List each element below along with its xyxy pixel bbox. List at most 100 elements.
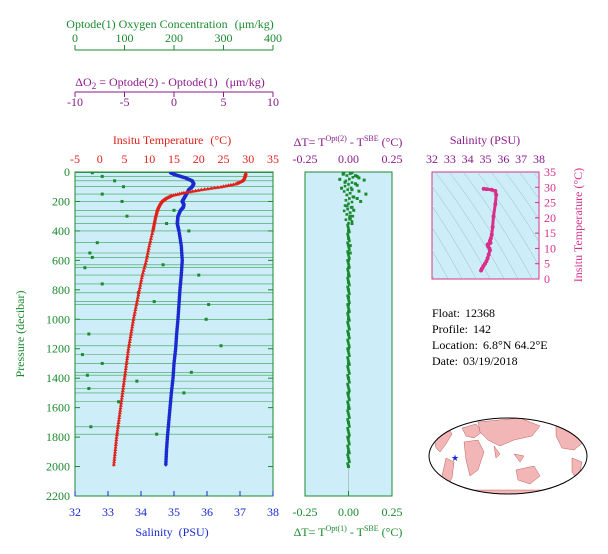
profile-line: Profile: 142 [432, 322, 491, 336]
dt-point [347, 273, 350, 277]
delta-t-top-ticks: -0.25 0.00 0.25 [293, 152, 403, 177]
temperature-point [113, 442, 118, 447]
dt-dense-point [346, 358, 350, 361]
temperature-point [136, 290, 141, 294]
oxygen-title-text: Optode(1) Oxygen Concentration [66, 17, 227, 31]
temperature-point [231, 182, 236, 186]
temperature-point [119, 398, 124, 402]
dt-point [355, 174, 359, 178]
dt-point [347, 435, 350, 439]
dt-dense-point [347, 315, 350, 319]
temperature-point [133, 307, 138, 312]
temperature-point [140, 270, 145, 275]
temperature-point [116, 417, 121, 422]
dt-point [347, 288, 350, 292]
ts-contour [490, 172, 539, 243]
temperature-point [121, 386, 126, 390]
temperature-point [137, 287, 142, 292]
pressure-tick-label: 800 [52, 283, 70, 297]
temperature-point [184, 190, 189, 194]
ts-right-tick-label: 0 [544, 272, 550, 286]
dt-dense-point [346, 232, 349, 236]
location-label: Location: [432, 338, 478, 352]
temperature-point [215, 185, 220, 189]
temperature-point [124, 359, 129, 363]
temperature-point [128, 336, 133, 341]
dt-dense-point [346, 426, 349, 430]
temperature-point [132, 309, 137, 314]
temperature-tick-label: 20 [193, 152, 205, 166]
ts-top-tick-label: 35 [480, 152, 492, 166]
temperature-point [135, 295, 140, 299]
dt-point [362, 178, 366, 182]
temperature-point [126, 344, 131, 348]
oxygen-point [100, 361, 104, 365]
dt-dense-point [346, 223, 349, 227]
pressure-tick-label: 1000 [46, 312, 70, 326]
temperature-point [138, 282, 143, 287]
dt-point [350, 205, 354, 209]
temperature-point [140, 273, 145, 277]
dt-dense-point [346, 462, 349, 465]
temperature-point [133, 305, 138, 309]
dt-dense-point [347, 202, 350, 206]
map-ocean [429, 418, 587, 494]
temperature-point [148, 236, 153, 240]
temperature-point [209, 186, 214, 190]
dt-dense-point [347, 423, 351, 427]
oxygen-point [197, 273, 201, 277]
dt-dense-point [347, 264, 351, 267]
dt-point [350, 188, 354, 192]
temperature-point [117, 410, 122, 415]
location-value: 6.8°N 64.2°E [483, 338, 548, 352]
dt-point [347, 376, 350, 380]
temperature-point [115, 427, 120, 432]
ts-contour [434, 172, 505, 279]
dt-dense-point [344, 218, 348, 222]
dt-point [355, 183, 359, 187]
profile-value: 142 [473, 322, 491, 336]
dt-dense-point [346, 285, 349, 289]
dt-bottom-tick-label: -0.25 [293, 505, 318, 519]
dt-point [347, 361, 350, 365]
pressure-tick-label: 2000 [46, 460, 70, 474]
oxygen-tick-label: 300 [215, 31, 233, 45]
date-label: Date: [432, 354, 458, 368]
dt-dense-point [347, 403, 350, 407]
oxygen-axis-title: Optode(1) Oxygen Concentration (μm/kg) [66, 17, 273, 31]
dt-dense-point [347, 458, 351, 462]
float-info: Float: 12368 Profile: 142 Location: 6.8°N 6… [432, 306, 548, 368]
temperature-point [124, 363, 129, 368]
ts-contour [432, 205, 477, 279]
dt-dense-point [348, 239, 351, 243]
ts-point [493, 188, 498, 193]
temperature-point [115, 425, 120, 429]
dt-dense-point [346, 250, 349, 253]
temperature-series [111, 172, 248, 467]
delta-o2-ticks: -10 -5 0 5 10 [67, 92, 279, 109]
dt-point [340, 186, 344, 190]
temperature-point [112, 454, 117, 459]
oxygen-point [117, 400, 121, 404]
pressure-tick-label: 2200 [46, 489, 70, 503]
delta_o2-tick-label: -10 [67, 95, 83, 109]
oxygen-point [80, 353, 84, 357]
ts-title: Salinity (PSU) [450, 133, 520, 147]
temperature-point [120, 390, 125, 395]
delta-t-top-title: ΔT= TOpt(2) - TSBE (°C) [294, 134, 403, 149]
ts-point [493, 202, 498, 207]
temperature-point [126, 346, 131, 351]
dt-dense-point [346, 243, 350, 246]
temperature-point [122, 378, 127, 383]
temperature-point [120, 388, 125, 393]
dt-dense-point [346, 365, 349, 368]
dt-dense-point [347, 183, 350, 186]
oxygen-point [89, 425, 93, 429]
temperature-point [144, 255, 149, 260]
pressure-axis-label: Pressure (decibar) [13, 291, 27, 378]
temperature-point [205, 186, 210, 191]
temperature-point [219, 184, 224, 189]
dt-dense-point [346, 320, 349, 324]
ts-point [485, 256, 490, 261]
dt-dense-point [346, 340, 350, 343]
